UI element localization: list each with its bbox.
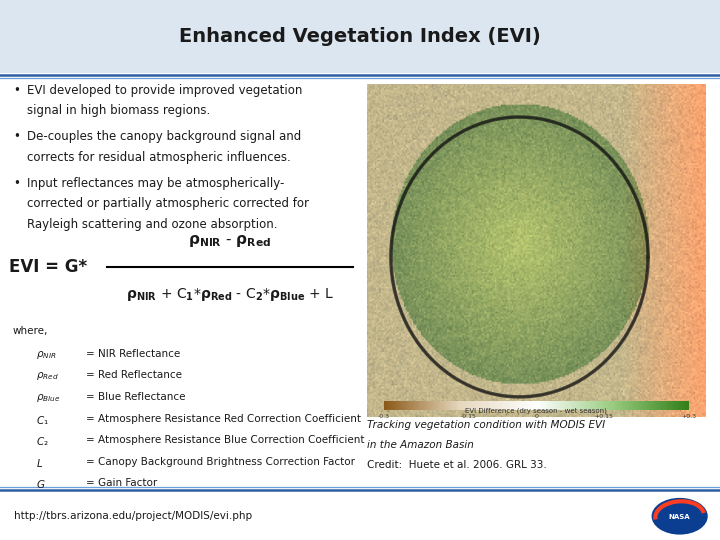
Text: Input reflectances may be atmospherically-: Input reflectances may be atmosphericall… — [27, 177, 284, 190]
Text: = Blue Reflectance: = Blue Reflectance — [86, 392, 186, 402]
Text: in the Amazon Basin: in the Amazon Basin — [367, 440, 474, 450]
Text: = Red Reflectance: = Red Reflectance — [86, 370, 182, 381]
Text: EVI Difference (dry season - wet season): EVI Difference (dry season - wet season) — [465, 408, 608, 414]
Text: -0.15: -0.15 — [461, 414, 477, 419]
Text: +0.3: +0.3 — [681, 414, 696, 419]
Text: $G$: $G$ — [36, 478, 45, 490]
Bar — [0, 75, 720, 487]
Text: where,: where, — [13, 326, 48, 336]
Bar — [0, 0, 720, 73]
Ellipse shape — [652, 498, 708, 535]
Text: 0: 0 — [534, 414, 539, 419]
Text: De-couples the canopy background signal and: De-couples the canopy background signal … — [27, 130, 302, 143]
Text: $\mathbf{\rho_{NIR}}$ + C$_\mathbf{1}$*$\mathbf{\rho_{Red}}$ - C$_\mathbf{2}$*$\: $\mathbf{\rho_{NIR}}$ + C$_\mathbf{1}$*$… — [126, 286, 333, 303]
Text: = Atmosphere Resistance Red Correction Coefficient: = Atmosphere Resistance Red Correction C… — [86, 414, 361, 424]
Text: Tracking vegetation condition with MODIS EVI: Tracking vegetation condition with MODIS… — [367, 420, 606, 430]
Text: $C₁$: $C₁$ — [36, 414, 49, 426]
Text: Rayleigh scattering and ozone absorption.: Rayleigh scattering and ozone absorption… — [27, 218, 278, 231]
Text: EVI = G*: EVI = G* — [9, 258, 87, 276]
Text: -0.3: -0.3 — [378, 414, 390, 419]
Text: +0.15: +0.15 — [595, 414, 613, 419]
Text: = Atmosphere Resistance Blue Correction Coefficient: = Atmosphere Resistance Blue Correction … — [86, 435, 365, 445]
Bar — [0, 492, 720, 540]
Text: = NIR Reflectance: = NIR Reflectance — [86, 349, 181, 359]
Text: $\mathbf{\rho_{NIR}}$ - $\mathbf{\rho_{Red}}$: $\mathbf{\rho_{NIR}}$ - $\mathbf{\rho_{R… — [188, 233, 271, 249]
Text: $C₂$: $C₂$ — [36, 435, 49, 447]
Text: Credit:  Huete et al. 2006. GRL 33.: Credit: Huete et al. 2006. GRL 33. — [367, 460, 547, 470]
Text: •: • — [13, 177, 20, 190]
Text: http://tbrs.arizona.edu/project/MODIS/evi.php: http://tbrs.arizona.edu/project/MODIS/ev… — [14, 511, 253, 521]
Text: •: • — [13, 84, 20, 97]
Text: EVI developed to provide improved vegetation: EVI developed to provide improved vegeta… — [27, 84, 302, 97]
Text: = Gain Factor: = Gain Factor — [86, 478, 158, 489]
Text: $L$: $L$ — [36, 457, 43, 469]
Text: $\rho_{Red}$: $\rho_{Red}$ — [36, 370, 59, 382]
Text: $\rho_{NIR}$: $\rho_{NIR}$ — [36, 349, 56, 361]
Text: •: • — [13, 130, 20, 143]
Text: NASA: NASA — [669, 514, 690, 521]
Text: signal in high biomass regions.: signal in high biomass regions. — [27, 104, 211, 117]
Text: corrected or partially atmospheric corrected for: corrected or partially atmospheric corre… — [27, 197, 310, 210]
Text: = Canopy Background Brightness Correction Factor: = Canopy Background Brightness Correctio… — [86, 457, 356, 467]
Text: Enhanced Vegetation Index (EVI): Enhanced Vegetation Index (EVI) — [179, 27, 541, 46]
Text: corrects for residual atmospheric influences.: corrects for residual atmospheric influe… — [27, 151, 291, 164]
Text: $\rho_{Blue}$: $\rho_{Blue}$ — [36, 392, 60, 404]
